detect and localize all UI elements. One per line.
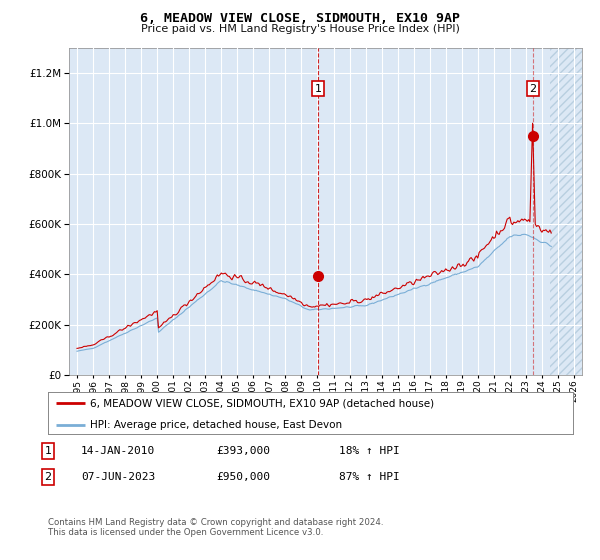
Text: 87% ↑ HPI: 87% ↑ HPI xyxy=(339,472,400,482)
Text: 14-JAN-2010: 14-JAN-2010 xyxy=(81,446,155,456)
Text: 2: 2 xyxy=(44,472,52,482)
Text: 6, MEADOW VIEW CLOSE, SIDMOUTH, EX10 9AP: 6, MEADOW VIEW CLOSE, SIDMOUTH, EX10 9AP xyxy=(140,12,460,25)
Text: 6, MEADOW VIEW CLOSE, SIDMOUTH, EX10 9AP (detached house): 6, MEADOW VIEW CLOSE, SIDMOUTH, EX10 9AP… xyxy=(90,398,434,408)
Text: HPI: Average price, detached house, East Devon: HPI: Average price, detached house, East… xyxy=(90,420,342,430)
Text: 2: 2 xyxy=(529,83,536,94)
Text: Contains HM Land Registry data © Crown copyright and database right 2024.
This d: Contains HM Land Registry data © Crown c… xyxy=(48,518,383,538)
Text: 18% ↑ HPI: 18% ↑ HPI xyxy=(339,446,400,456)
Text: 07-JUN-2023: 07-JUN-2023 xyxy=(81,472,155,482)
Text: Price paid vs. HM Land Registry's House Price Index (HPI): Price paid vs. HM Land Registry's House … xyxy=(140,24,460,34)
Text: £950,000: £950,000 xyxy=(216,472,270,482)
Text: 1: 1 xyxy=(314,83,322,94)
Bar xyxy=(550,48,582,375)
Text: £393,000: £393,000 xyxy=(216,446,270,456)
Text: 1: 1 xyxy=(44,446,52,456)
